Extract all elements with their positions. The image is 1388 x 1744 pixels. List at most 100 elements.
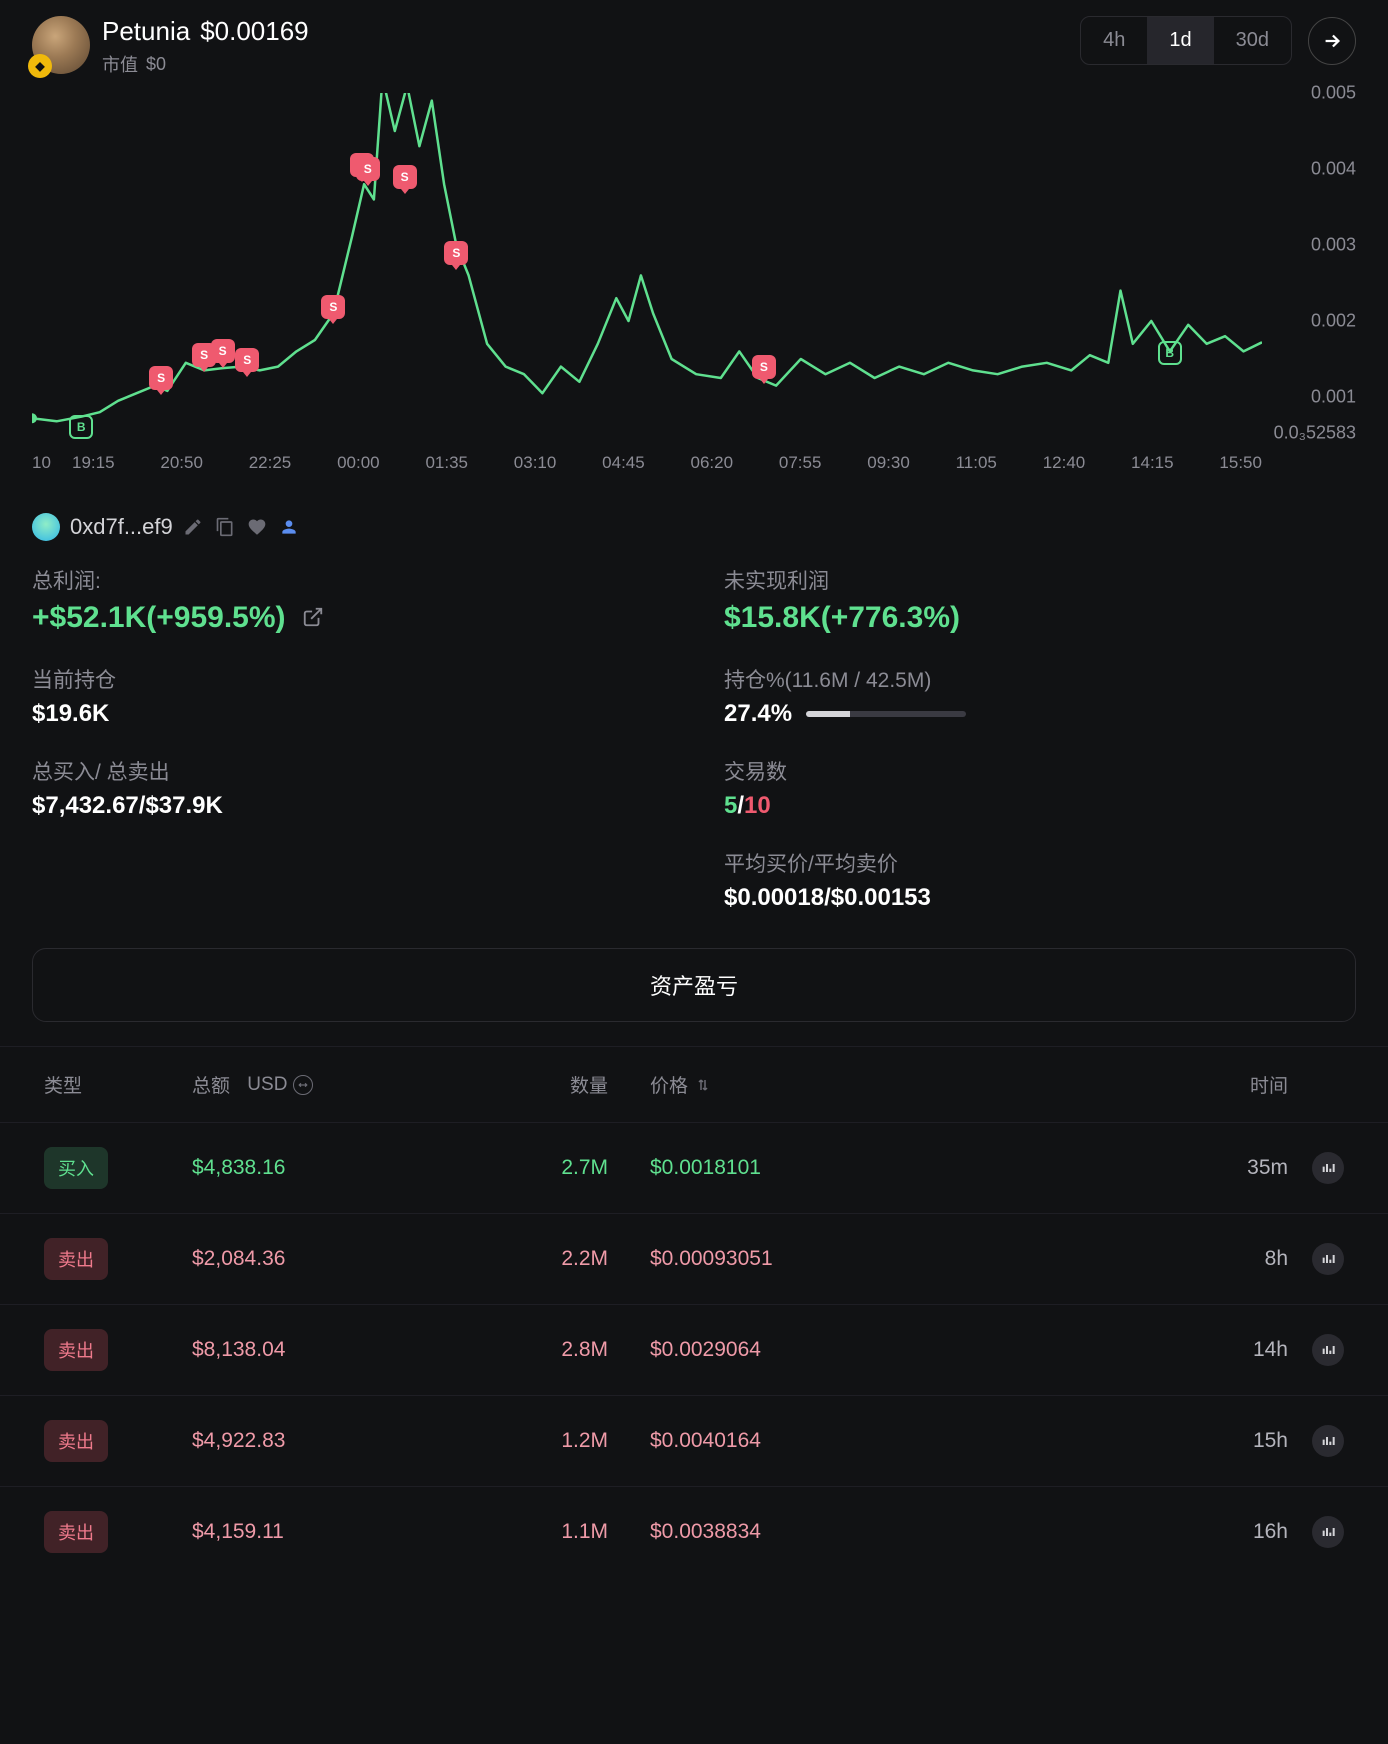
timeframe-selector: 4h1d30d [1080,16,1292,65]
cell-amount: $4,922.83 [180,1396,440,1487]
stat-label: 未实现利润 [724,565,1356,595]
holding-pct-value: 27.4% [724,700,792,728]
total-profit-value: +$52.1K(+959.5%) [32,601,286,634]
wallet-address[interactable]: 0xd7f...ef9 [70,514,173,540]
sell-marker[interactable]: S [235,348,259,372]
cell-quantity: 1.1M [440,1487,620,1578]
col-type[interactable]: 类型 [0,1047,180,1123]
type-badge: 卖出 [44,1511,108,1553]
avg-price-value: $0.00018/$0.00153 [724,884,1356,912]
cell-amount: $4,838.16 [180,1123,440,1214]
stat-label: 总利润: [32,565,664,595]
external-chart-icon[interactable] [1312,1425,1344,1457]
external-chart-icon[interactable] [1312,1334,1344,1366]
timeframe-1d[interactable]: 1d [1147,17,1213,64]
type-badge: 卖出 [44,1420,108,1462]
cell-amount: $4,159.11 [180,1487,440,1578]
x-axis-label: 11:05 [956,453,997,473]
sell-marker[interactable]: S [444,241,468,265]
unrealized-value: $15.8K(+776.3%) [724,601,1356,635]
cell-quantity: 2.8M [440,1305,620,1396]
col-quantity[interactable]: 数量 [440,1047,620,1123]
header-right: 4h1d30d [1080,16,1356,65]
header: ◆ Petunia $0.00169 市值 $0 4h1d30d [32,16,1356,77]
buy-sell-value: $7,432.67/$37.9K [32,792,664,820]
stat-total-profit: 总利润: +$52.1K(+959.5%) [32,565,664,636]
copy-icon[interactable] [215,517,235,537]
cell-quantity: 1.2M [440,1396,620,1487]
timeframe-4h[interactable]: 4h [1081,17,1147,64]
stat-trade-count: 交易数 5/10 [724,756,1356,820]
buy-marker[interactable]: B [69,415,93,439]
cell-time: 16h [940,1487,1300,1578]
table-row[interactable]: 卖出$4,922.831.2M$0.004016415h [0,1396,1388,1487]
cell-time: 35m [940,1123,1300,1214]
arrow-right-icon [1321,30,1343,52]
y-axis-label: 0.0₃52583 [1274,423,1356,444]
external-link-icon[interactable] [302,602,324,636]
y-axis-label: 0.003 [1311,234,1356,255]
stat-holding: 当前持仓 $19.6K [32,664,664,728]
x-axis-label: 00:00 [337,453,380,473]
price-chart[interactable]: 0.0050.0040.0030.0020.0010.0₃52583 BSSSS… [32,93,1356,473]
cell-amount: $8,138.04 [180,1305,440,1396]
cell-quantity: 2.2M [440,1214,620,1305]
x-axis-label: 12:40 [1043,453,1086,473]
header-left: ◆ Petunia $0.00169 市值 $0 [32,16,309,77]
sell-marker[interactable]: S [752,355,776,379]
edit-icon[interactable] [183,517,203,537]
x-axis-label: 19:15 [72,453,115,473]
external-chart-icon[interactable] [1312,1516,1344,1548]
timeframe-30d[interactable]: 30d [1214,17,1291,64]
forward-button[interactable] [1308,17,1356,65]
x-axis-label: 03:10 [514,453,557,473]
external-chart-icon[interactable] [1312,1152,1344,1184]
table-row[interactable]: 卖出$4,159.111.1M$0.003883416h [0,1487,1388,1578]
sell-marker[interactable]: S [149,366,173,390]
table-row[interactable]: 卖出$2,084.362.2M$0.000930518h [0,1214,1388,1305]
col-time[interactable]: 时间 [940,1047,1300,1123]
stat-label: 平均买价/平均卖价 [724,848,1356,878]
heart-icon[interactable] [247,517,267,537]
stat-holding-pct: 持仓%(11.6M / 42.5M) 27.4% [724,664,1356,728]
table-row[interactable]: 卖出$8,138.042.8M$0.002906414h [0,1305,1388,1396]
cell-time: 15h [940,1396,1300,1487]
sell-marker[interactable]: S [356,157,380,181]
cell-amount: $2,084.36 [180,1214,440,1305]
col-amount[interactable]: 总额 USD [180,1047,440,1123]
pl-button[interactable]: 资产盈亏 [32,948,1356,1022]
stat-label: 交易数 [724,756,1356,786]
stats-grid: 总利润: +$52.1K(+959.5%) 未实现利润 $15.8K(+776.… [32,565,1356,912]
token-avatar[interactable]: ◆ [32,16,90,74]
external-chart-icon[interactable] [1312,1243,1344,1275]
table-row[interactable]: 买入 $4,838.162.7M$0.001810135m [0,1123,1388,1214]
y-axis-label: 0.002 [1311,310,1356,331]
transactions-table: 类型 总额 USD 数量 价格 [0,1046,1388,1577]
x-axis-label: 22:25 [249,453,292,473]
holding-value: $19.6K [32,700,664,728]
type-badge: 卖出 [44,1238,108,1280]
type-badge: 买入 [44,1147,108,1189]
y-axis: 0.0050.0040.0030.0020.0010.0₃52583 [1236,93,1356,433]
x-axis-label: 14:15 [1131,453,1174,473]
sell-marker[interactable]: S [211,339,235,363]
cell-quantity: 2.7M [440,1123,620,1214]
stat-label: 总买入/ 总卖出 [32,756,664,786]
holding-progress-bar [806,711,966,717]
person-icon[interactable] [279,517,299,537]
x-axis-label: 04:45 [602,453,645,473]
sell-marker[interactable]: S [393,165,417,189]
x-axis-label: 09:30 [867,453,910,473]
buy-marker[interactable]: B [1158,341,1182,365]
cell-price: $0.0018101 [620,1123,940,1214]
mcap-label: 市值 [102,51,138,77]
y-axis-label: 0.005 [1311,83,1356,104]
stat-buy-sell: 总买入/ 总卖出 $7,432.67/$37.9K [32,756,664,820]
col-price[interactable]: 价格 [620,1047,940,1123]
stat-unrealized: 未实现利润 $15.8K(+776.3%) [724,565,1356,636]
x-axis-label: 10 [32,453,51,473]
x-axis-label: 20:50 [160,453,203,473]
trade-sells: 10 [744,792,771,819]
swap-icon [293,1075,313,1095]
sell-marker[interactable]: S [321,295,345,319]
